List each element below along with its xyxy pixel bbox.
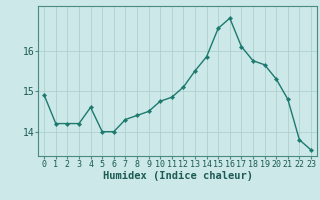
X-axis label: Humidex (Indice chaleur): Humidex (Indice chaleur) <box>103 171 252 181</box>
